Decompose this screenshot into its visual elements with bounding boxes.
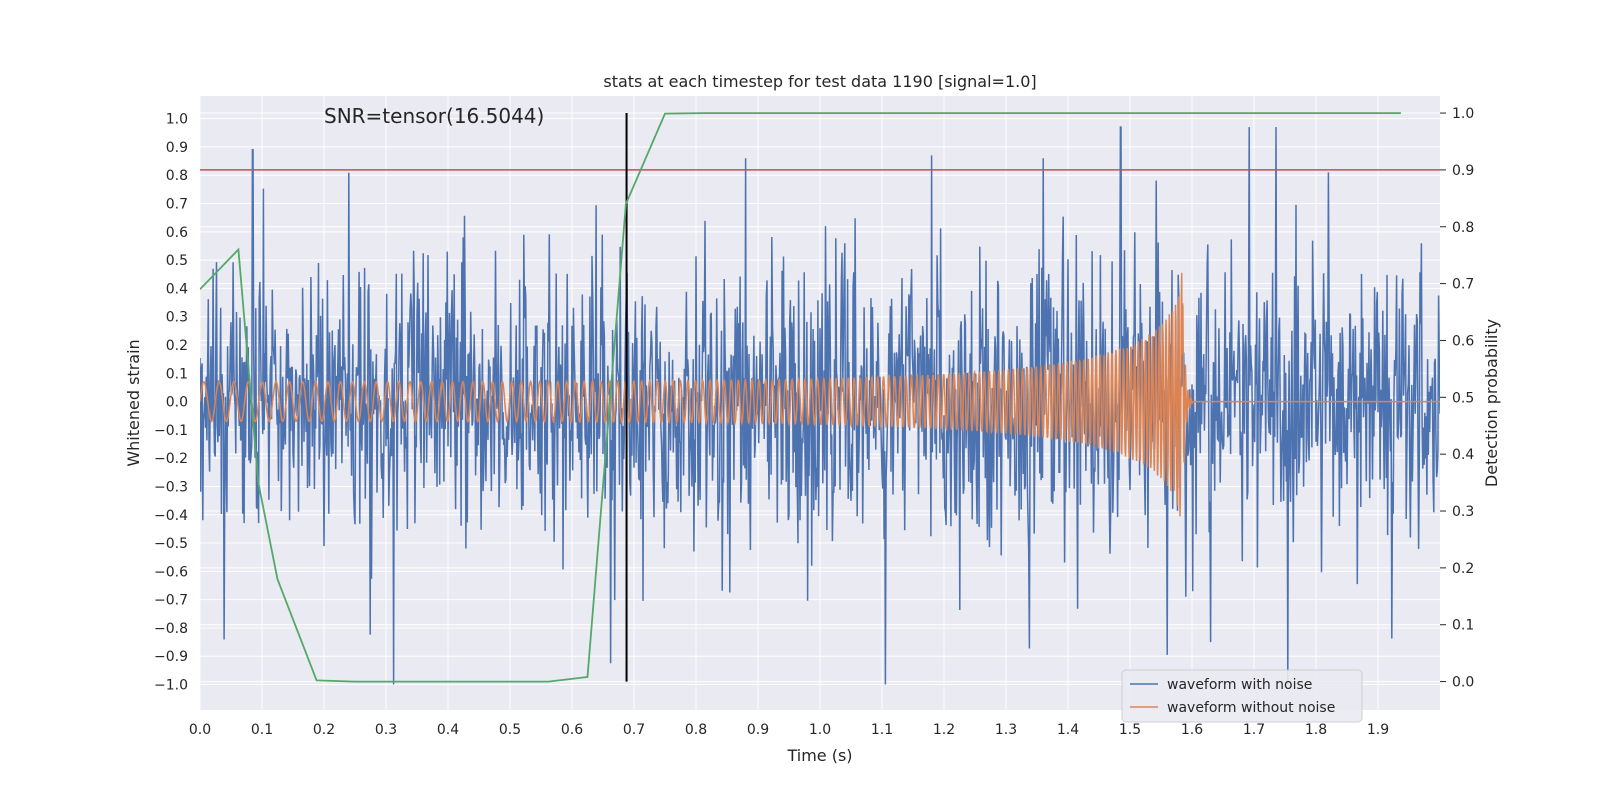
x-tick-label: 0.1 bbox=[251, 722, 273, 738]
x-tick-label: 1.2 bbox=[933, 722, 955, 738]
legend: waveform with noise waveform without noi… bbox=[1121, 669, 1363, 723]
y2-tick-label: 0.0 bbox=[1452, 675, 1474, 691]
y-tick-label: 0.9 bbox=[166, 140, 188, 156]
y-tick-label: −0.8 bbox=[154, 621, 188, 637]
y2-tick-label: 0.7 bbox=[1452, 277, 1474, 293]
x-tick-label: 1.6 bbox=[1181, 722, 1203, 738]
x-tick-label: 1.3 bbox=[995, 722, 1017, 738]
y-tick-label: 0.3 bbox=[166, 310, 188, 326]
series-waveform-without-noise bbox=[200, 272, 1440, 517]
x-tick-label: 1.0 bbox=[809, 722, 831, 738]
legend-label-clean: waveform without noise bbox=[1167, 700, 1335, 716]
series-detection-probability bbox=[200, 112, 1401, 683]
x-tick-label: 0.4 bbox=[437, 722, 459, 738]
x-tick-label: 0.2 bbox=[313, 722, 335, 738]
y-tick-label: 0.0 bbox=[166, 395, 188, 411]
y2-axis-ticks: 1.0 0.9 0.8 0.7 0.6 0.5 0.4 0.3 0.2 0.1 0.0 bbox=[1440, 106, 1474, 691]
y-tick-label: −0.2 bbox=[154, 451, 188, 467]
x-axis-label: Time (s) bbox=[786, 746, 852, 765]
y-tick-label: −0.6 bbox=[154, 564, 188, 580]
y-tick-label: 1.0 bbox=[166, 112, 188, 128]
y2-tick-label: 0.2 bbox=[1452, 561, 1474, 577]
y2-tick-label: 0.6 bbox=[1452, 333, 1474, 349]
y-axis-ticks: 1.0 0.9 0.8 0.7 0.6 0.5 0.4 0.3 0.2 0.1 0.0 −0.1 −0.… bbox=[154, 112, 188, 694]
y-tick-label: −0.9 bbox=[154, 649, 188, 665]
y2-tick-label: 0.1 bbox=[1452, 618, 1474, 634]
y-axis-label: Whitened strain bbox=[124, 339, 143, 466]
x-tick-label: 0.5 bbox=[499, 722, 521, 738]
y2-tick-label: 0.4 bbox=[1452, 447, 1474, 463]
y-tick-label: 0.6 bbox=[166, 225, 188, 241]
y-tick-label: −0.7 bbox=[154, 593, 188, 609]
x-tick-label: 0.6 bbox=[561, 722, 583, 738]
y-tick-label: −0.4 bbox=[154, 508, 188, 524]
y-tick-label: 0.4 bbox=[166, 281, 188, 297]
x-tick-label: 0.7 bbox=[623, 722, 645, 738]
y2-tick-label: 0.9 bbox=[1452, 163, 1474, 179]
y-tick-label: 0.1 bbox=[166, 366, 188, 382]
y-tick-label: −0.3 bbox=[154, 479, 188, 495]
y2-tick-label: 1.0 bbox=[1452, 106, 1474, 122]
y-tick-label: 0.2 bbox=[166, 338, 188, 354]
y-tick-label: −0.5 bbox=[154, 536, 188, 552]
x-tick-label: 0.3 bbox=[375, 722, 397, 738]
x-tick-label: 1.7 bbox=[1243, 722, 1265, 738]
x-tick-label: 0.0 bbox=[189, 722, 211, 738]
y-tick-label: 0.5 bbox=[166, 253, 188, 269]
snr-annotation: SNR=tensor(16.5044) bbox=[324, 104, 544, 128]
x-tick-label: 1.9 bbox=[1367, 722, 1389, 738]
y-tick-label: 0.8 bbox=[166, 168, 188, 184]
series-waveform-with-noise bbox=[200, 126, 1440, 685]
y2-tick-label: 0.3 bbox=[1452, 504, 1474, 520]
y2-tick-label: 0.5 bbox=[1452, 390, 1474, 406]
legend-box bbox=[1121, 669, 1363, 723]
chart-title: stats at each timestep for test data 119… bbox=[603, 72, 1036, 91]
x-tick-label: 1.4 bbox=[1057, 722, 1079, 738]
x-tick-label: 1.5 bbox=[1119, 722, 1141, 738]
y2-tick-label: 0.8 bbox=[1452, 220, 1474, 236]
x-tick-label: 1.1 bbox=[871, 722, 893, 738]
legend-label-noisy: waveform with noise bbox=[1167, 677, 1312, 693]
x-tick-label: 0.9 bbox=[747, 722, 769, 738]
y-tick-label: −1.0 bbox=[154, 678, 188, 694]
x-axis-ticks: 0.0 0.1 0.2 0.3 0.4 0.5 0.6 0.7 0.8 0.9 1.0 1.1 1.2 1… bbox=[189, 722, 1389, 738]
y-tick-label: 0.7 bbox=[166, 197, 188, 213]
x-tick-label: 1.8 bbox=[1305, 722, 1327, 738]
y2-axis-label: Detection probability bbox=[1482, 319, 1501, 487]
y-tick-label: −0.1 bbox=[154, 423, 188, 439]
x-tick-label: 0.8 bbox=[685, 722, 707, 738]
